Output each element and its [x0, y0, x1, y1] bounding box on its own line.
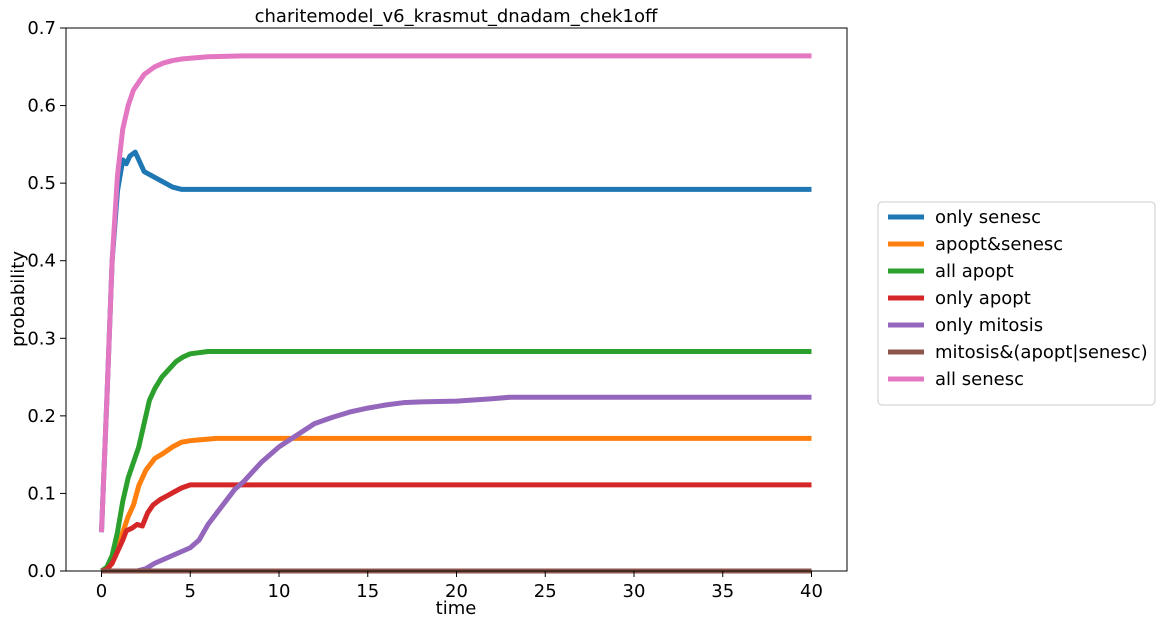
y-tick-label-6: 0.6 [27, 96, 56, 117]
legend: only senesc apopt&senesc all apopt only apo… [877, 201, 1156, 406]
legend-label-1: apopt&senesc [935, 234, 1063, 255]
x-tick-label-3: 15 [356, 581, 379, 602]
x-tick-label-5: 25 [534, 581, 557, 602]
legend-label-5: mitosis&(apopt|senesc) [935, 342, 1148, 363]
legend-label-2: all apopt [935, 261, 1014, 282]
x-axis-label: time [436, 598, 477, 619]
y-tick-label-1: 0.1 [27, 483, 56, 504]
x-tick-label-1: 5 [185, 581, 196, 602]
x-tick-label-4: 20 [445, 581, 468, 602]
plot-area [65, 27, 848, 574]
legend-label-0: only senesc [935, 207, 1041, 228]
legend-label-3: only apopt [935, 288, 1031, 309]
legend-label-4: only mitosis [935, 315, 1043, 336]
series-line-2 [100, 348, 812, 574]
y-tick-label-4: 0.4 [27, 251, 56, 272]
x-axis: 0 5 10 15 20 25 30 35 40 [96, 571, 823, 602]
series-line-1 [100, 435, 812, 574]
x-tick-label-2: 10 [268, 581, 291, 602]
chart-title: charitemodel_v6_krasmut_dnadam_chek1off [255, 6, 658, 27]
series-line-6 [99, 53, 812, 533]
x-tick-label-6: 30 [623, 581, 646, 602]
y-tick-label-0: 0.0 [27, 561, 56, 582]
series-line-4 [101, 394, 812, 574]
x-tick-label-8: 40 [800, 581, 823, 602]
series-line-3 [100, 482, 812, 574]
y-axis-label: probability [8, 251, 29, 347]
y-axis: 0.0 0.1 0.2 0.3 0.4 0.5 0.6 0.7 [27, 18, 66, 582]
y-tick-label-2: 0.2 [27, 406, 56, 427]
y-tick-label-5: 0.5 [27, 173, 56, 194]
y-tick-label-7: 0.7 [27, 18, 56, 39]
legend-label-6: all senesc [935, 369, 1024, 390]
x-tick-label-0: 0 [96, 581, 107, 602]
y-tick-label-3: 0.3 [27, 328, 56, 349]
series-line-0 [99, 149, 812, 533]
x-tick-label-7: 35 [711, 581, 734, 602]
legend-box [877, 201, 1156, 406]
